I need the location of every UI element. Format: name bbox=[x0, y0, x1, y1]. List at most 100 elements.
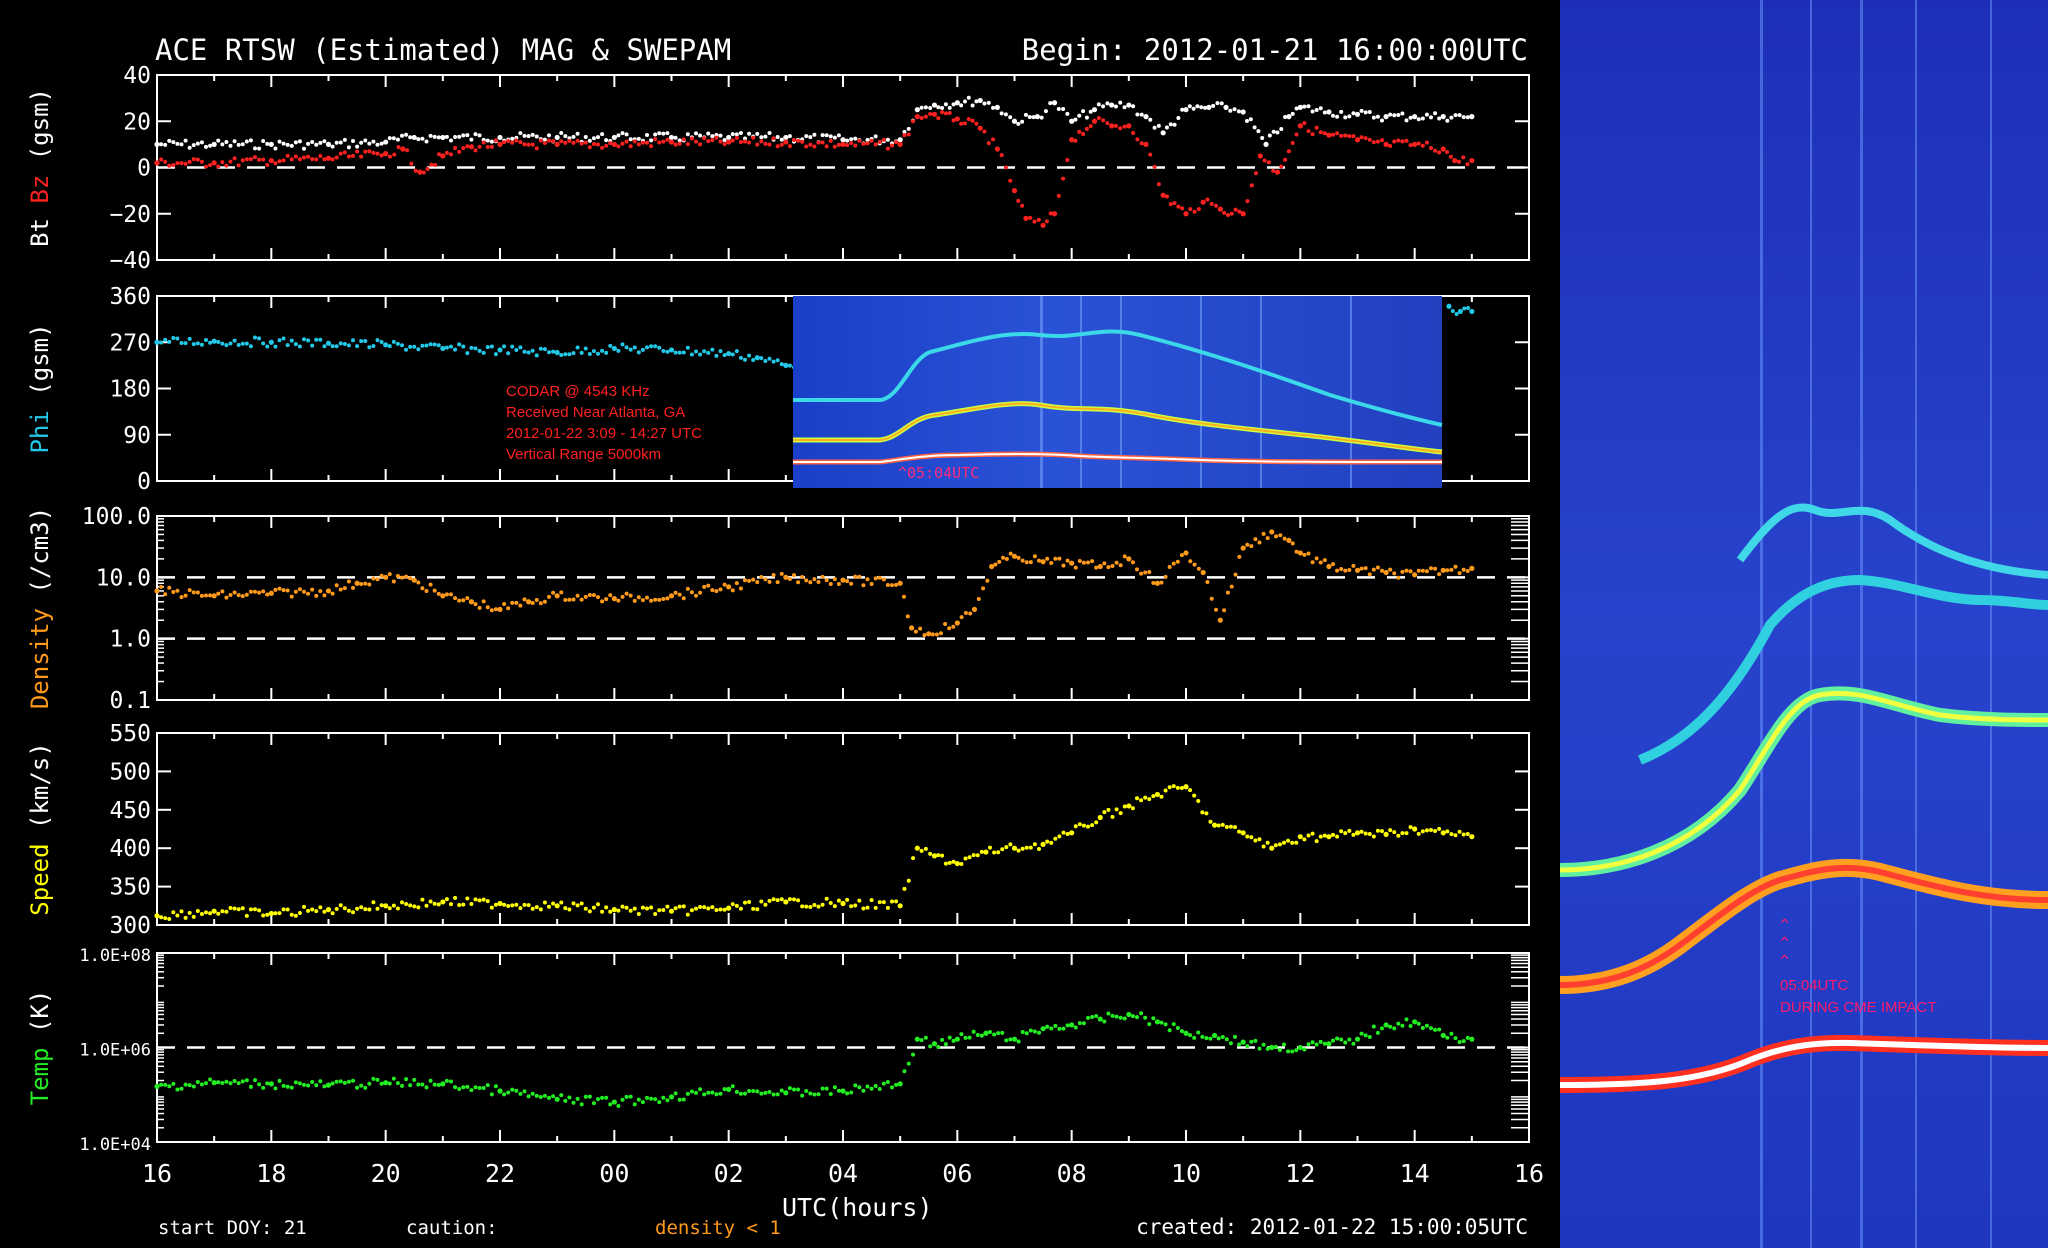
data-point-density bbox=[976, 597, 981, 602]
data-point-density bbox=[1061, 563, 1066, 568]
data-point-bt bbox=[199, 140, 204, 145]
data-point-speed bbox=[759, 899, 764, 904]
data-point-temp bbox=[183, 1082, 188, 1087]
data-point-phi bbox=[718, 349, 723, 354]
data-point-bz bbox=[208, 163, 213, 168]
data-point-density bbox=[1437, 572, 1442, 577]
data-point-bt bbox=[1206, 104, 1212, 110]
data-point-bt bbox=[216, 138, 221, 143]
data-point-speed bbox=[1032, 842, 1037, 847]
data-point-density bbox=[444, 592, 449, 597]
data-point-speed bbox=[931, 853, 938, 859]
data-point-speed bbox=[1065, 831, 1070, 836]
data-point-bz bbox=[1200, 199, 1206, 205]
y-tick-label-speed: 450 bbox=[109, 798, 151, 824]
data-point-speed bbox=[257, 908, 262, 913]
data-point-phi bbox=[293, 342, 298, 347]
data-point-bz bbox=[1404, 138, 1409, 143]
data-point-bt bbox=[1203, 105, 1208, 110]
data-point-bt bbox=[812, 132, 817, 137]
data-point-phi bbox=[371, 344, 376, 349]
data-point-speed bbox=[608, 909, 613, 914]
data-point-speed bbox=[604, 905, 609, 910]
data-point-temp bbox=[375, 1077, 380, 1082]
data-point-temp bbox=[481, 1085, 486, 1090]
data-point-temp bbox=[787, 1086, 792, 1091]
data-point-bz bbox=[265, 163, 270, 168]
data-point-phi bbox=[579, 350, 584, 355]
data-point-bt bbox=[171, 140, 176, 145]
data-point-temp bbox=[779, 1088, 784, 1093]
data-point-temp bbox=[1179, 1029, 1184, 1034]
data-point-bz bbox=[346, 154, 351, 159]
data-point-bt bbox=[387, 136, 392, 141]
data-point-bz bbox=[409, 161, 414, 166]
data-point-bt bbox=[342, 137, 347, 142]
data-point-speed bbox=[689, 908, 694, 913]
data-point-bt bbox=[738, 130, 743, 135]
codar-marker-label: ^05:04UTC bbox=[898, 464, 979, 482]
data-point-density bbox=[1318, 560, 1323, 565]
data-point-bt bbox=[1143, 114, 1149, 120]
data-point-bt bbox=[411, 134, 417, 141]
data-point-speed bbox=[1028, 845, 1033, 850]
data-point-bz bbox=[1056, 193, 1061, 198]
data-point-bz bbox=[1126, 123, 1132, 129]
data-point-temp bbox=[1322, 1041, 1327, 1046]
data-point-bt bbox=[940, 106, 945, 111]
data-point-bz bbox=[1156, 182, 1161, 187]
data-point-bz bbox=[668, 139, 675, 145]
data-point-bz bbox=[405, 148, 410, 153]
data-point-density bbox=[199, 593, 204, 598]
data-point-bt bbox=[1011, 118, 1018, 124]
data-point-temp bbox=[154, 1083, 160, 1090]
data-point-bz bbox=[433, 163, 438, 168]
data-point-phi bbox=[355, 344, 360, 349]
data-point-phi bbox=[428, 342, 433, 347]
data-point-density bbox=[1097, 563, 1103, 570]
data-point-temp bbox=[738, 1091, 743, 1096]
data-point-temp bbox=[159, 1082, 164, 1087]
data-point-phi bbox=[481, 350, 486, 355]
data-point-speed bbox=[1367, 832, 1372, 837]
data-point-speed bbox=[277, 911, 282, 916]
data-point-bz bbox=[1271, 168, 1276, 173]
data-point-bt bbox=[1449, 115, 1454, 120]
data-point-temp bbox=[1024, 1031, 1029, 1036]
data-point-speed bbox=[261, 913, 266, 918]
data-point-phi bbox=[730, 352, 735, 357]
data-point-bz bbox=[261, 157, 266, 162]
data-point-speed bbox=[1380, 829, 1384, 834]
data-point-bz bbox=[1469, 157, 1475, 164]
data-point-density bbox=[730, 588, 735, 593]
data-point-bt bbox=[1331, 113, 1335, 118]
data-point-density bbox=[216, 591, 221, 596]
data-point-bz bbox=[718, 139, 723, 144]
data-point-speed bbox=[171, 910, 176, 915]
y-axis-label-part: Temp bbox=[26, 1048, 54, 1106]
data-point-bz bbox=[657, 140, 662, 145]
data-point-speed bbox=[1437, 826, 1442, 831]
data-point-density bbox=[468, 599, 475, 605]
data-point-temp bbox=[530, 1091, 535, 1096]
begin-label: Begin: 2012-01-21 16:00:00UTC bbox=[1022, 33, 1528, 67]
data-point-bt bbox=[604, 138, 609, 143]
data-point-density bbox=[861, 583, 866, 588]
data-point-speed bbox=[285, 907, 290, 912]
data-point-density bbox=[636, 595, 641, 600]
data-point-density bbox=[154, 588, 160, 594]
data-point-bz bbox=[506, 138, 511, 143]
data-point-temp bbox=[1086, 1015, 1090, 1020]
data-point-density bbox=[1053, 556, 1058, 561]
data-point-speed bbox=[857, 898, 862, 903]
data-point-phi bbox=[771, 359, 776, 364]
data-point-bz bbox=[1437, 150, 1442, 155]
data-point-speed bbox=[534, 905, 539, 910]
footer-caution: caution: bbox=[406, 1217, 498, 1239]
data-point-bz bbox=[485, 145, 490, 150]
data-point-temp bbox=[1310, 1040, 1315, 1045]
data-point-bt bbox=[1039, 115, 1044, 120]
codar-annotation: CODAR @ 4543 KHz Received Near Atlanta, … bbox=[506, 383, 702, 463]
data-point-speed bbox=[449, 902, 453, 907]
data-point-density bbox=[289, 594, 294, 599]
